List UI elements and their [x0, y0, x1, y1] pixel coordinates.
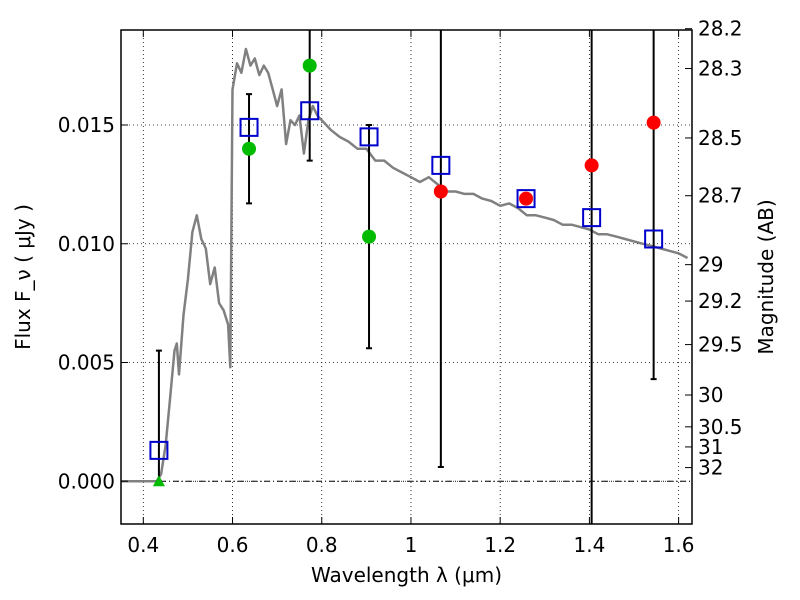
mag-tick-label: 29.5 [698, 333, 743, 357]
y-tick-label: 0.015 [58, 113, 115, 137]
mag-tick-label: 32 [698, 456, 723, 480]
x-tick-label: 1.4 [573, 533, 605, 557]
model-point-square [582, 208, 602, 228]
x-tick-label: 1.2 [484, 533, 516, 557]
mag-tick-label: 31 [698, 435, 723, 459]
observed-point-green [242, 141, 257, 156]
observed-point-green [302, 58, 317, 73]
model-point-square [149, 440, 169, 460]
mag-tick-label: 28.3 [698, 57, 743, 81]
axis-ticks: 0.4 0.6 0.8 1 1.2 1.4 1.6 0.000 0.005 0.010 0.015 2… [58, 17, 743, 557]
mag-tick-label: 28.2 [698, 17, 743, 41]
x-tick-label: 1 [405, 533, 418, 557]
model-point-square [516, 189, 536, 209]
right-axis-title: Magnitude (AB) [754, 199, 778, 354]
x-tick-label: 1.6 [663, 533, 695, 557]
model-point-square [300, 101, 320, 121]
mag-tick-label: 28.7 [698, 184, 743, 208]
mag-tick-label: 30 [698, 383, 723, 407]
observed-point-red [584, 158, 599, 173]
data-points [149, 58, 664, 487]
observed-point-red [519, 191, 534, 206]
y-tick-label: 0.010 [58, 232, 115, 256]
mag-tick-label: 29.2 [698, 289, 743, 313]
observed-point-green [362, 229, 377, 244]
plot-frame [120, 29, 693, 525]
x-axis-title: Wavelength λ (μm) [311, 563, 502, 587]
model-point-square [359, 127, 379, 147]
observed-point-red [646, 115, 661, 130]
mag-tick-label: 28.5 [698, 126, 743, 150]
x-tick-label: 0.8 [306, 533, 338, 557]
observed-point-red [433, 184, 448, 199]
spectrum-line [121, 47, 689, 483]
model-point-square [431, 155, 451, 175]
model-point-square [239, 117, 259, 137]
x-tick-label: 0.4 [127, 533, 159, 557]
mag-tick-label: 29 [698, 253, 723, 277]
mag-tick-label: 30.5 [698, 415, 743, 439]
x-tick-label: 0.6 [217, 533, 249, 557]
model-spectrum [121, 47, 689, 483]
y-tick-label: 0.005 [58, 351, 115, 375]
y-axis-title: Flux F_ν ( μJy ) [11, 204, 35, 350]
model-point-square [644, 229, 664, 249]
upper-limit-triangle [152, 475, 165, 487]
y-tick-label: 0.000 [58, 469, 115, 493]
